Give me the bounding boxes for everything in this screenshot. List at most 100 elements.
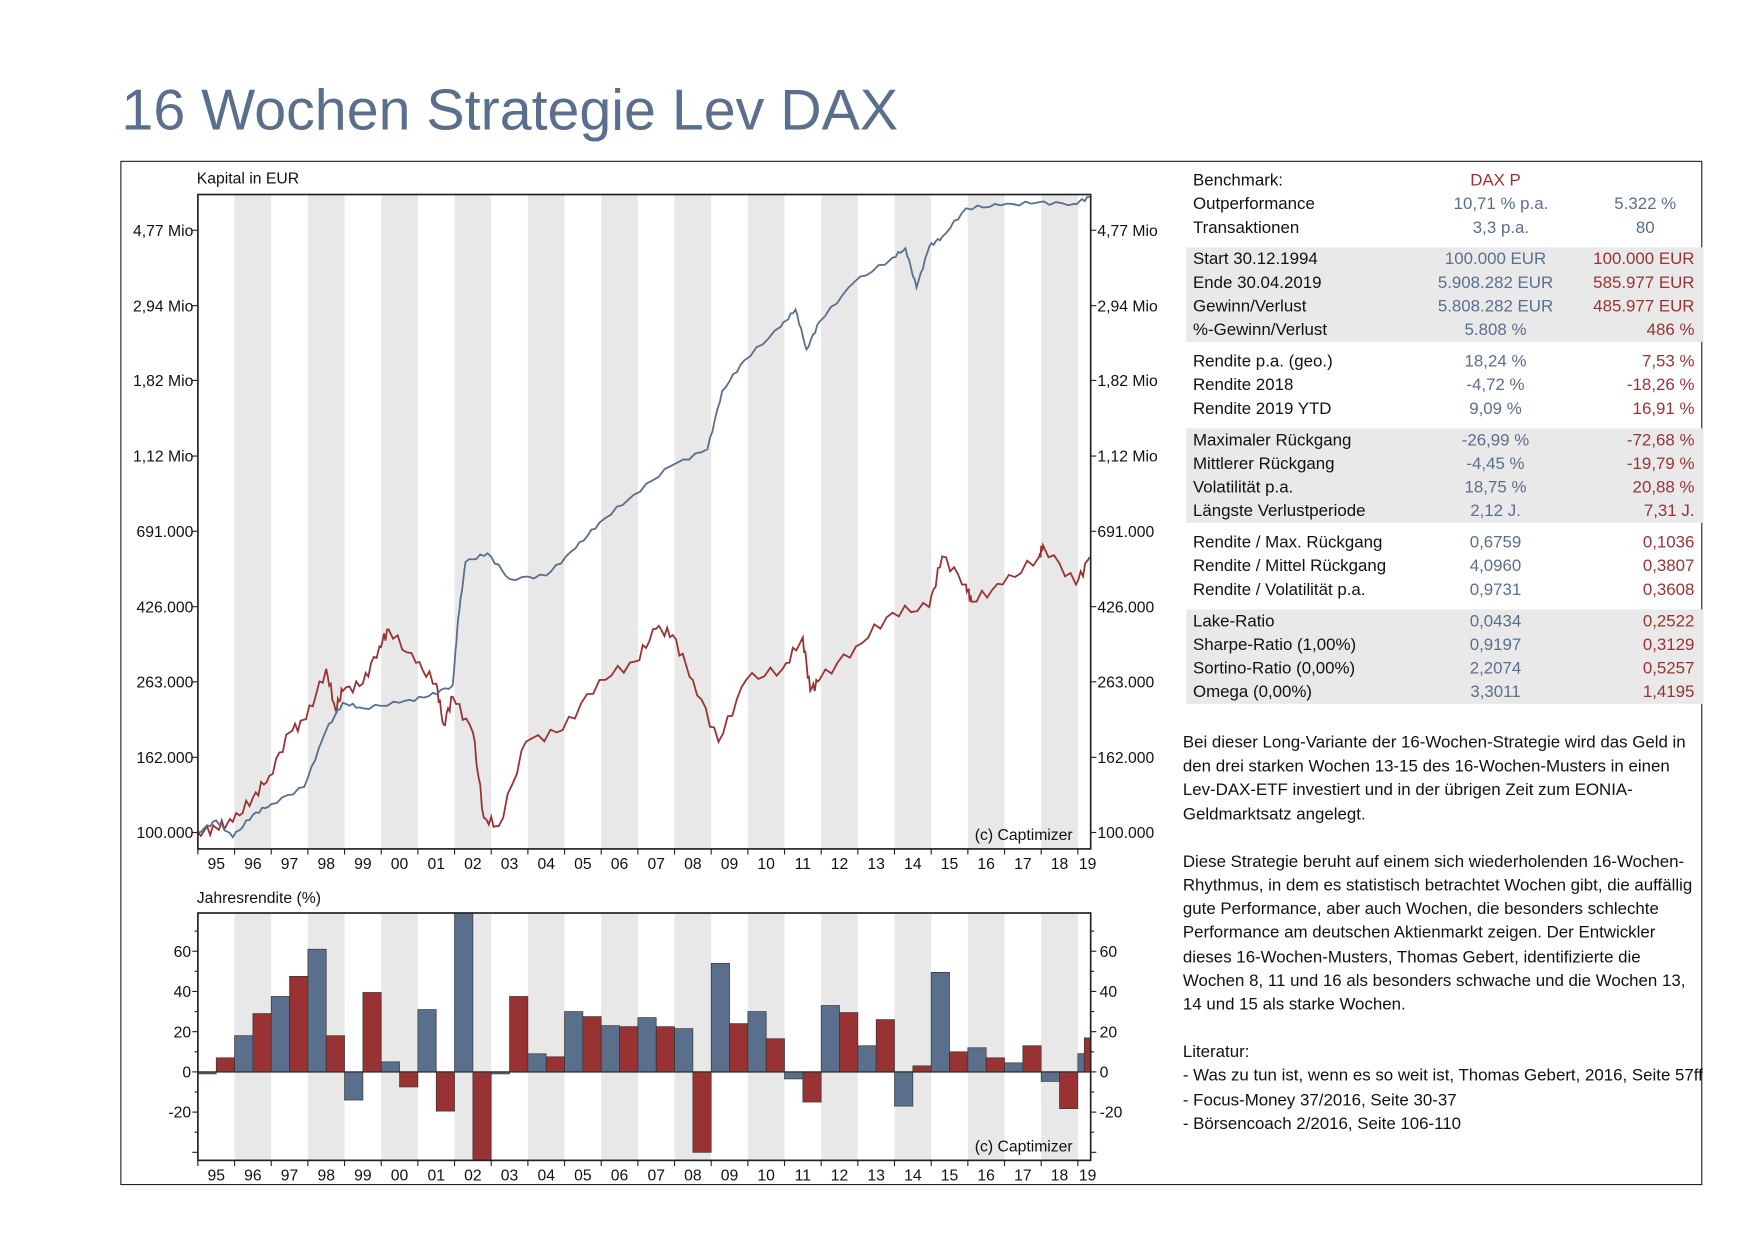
group-gap <box>1186 523 1703 531</box>
x-tick-label: 97 <box>281 1168 299 1185</box>
benchmark-bar <box>1083 1037 1091 1073</box>
stats-row: Sharpe-Ratio (1,00%) 0,9197 0,3129 <box>1186 633 1703 657</box>
year-band <box>894 913 932 1161</box>
stats-value-strategy: -26,99 % <box>1461 430 1530 450</box>
x-tick-label: 11 <box>795 856 811 873</box>
benchmark-bar <box>912 1065 932 1073</box>
stats-label: %-Gewinn/Verlust <box>1192 320 1328 340</box>
benchmark-bar <box>875 1019 895 1073</box>
year-band <box>527 194 565 849</box>
strategy-bar <box>234 1035 254 1073</box>
x-tick-label: 05 <box>574 1168 592 1185</box>
stats-value-strategy: 5.908.282 EUR <box>1437 273 1554 293</box>
strategy-bar <box>674 1028 694 1073</box>
x-tick-label: 99 <box>354 856 372 873</box>
stats-group: Lake-Ratio 0,0434 0,2522 Sharpe-Ratio (1,00… <box>1186 609 1704 704</box>
chart-title: Kapital in EUR <box>197 170 299 187</box>
stats-value-benchmark: 0,3129 <box>1642 635 1695 655</box>
year-band <box>381 913 418 1161</box>
stats-value-strategy: 100.000 EUR <box>1444 249 1547 269</box>
strategy-bar <box>637 1017 657 1073</box>
stats-row: Volatilität p.a. 18,75 % 20,88 % <box>1186 476 1703 500</box>
year-band <box>381 194 418 849</box>
x-tick-label: 18 <box>1051 856 1069 873</box>
stats-value-benchmark: 100.000 EUR <box>1593 249 1695 269</box>
stats-label: Maximaler Rückgang <box>1192 430 1352 450</box>
strategy-bar <box>784 1071 804 1080</box>
stats-value-strategy: 2,2074 <box>1469 658 1522 679</box>
description-paragraph-2: Diese Strategie beruht auf einem sich wi… <box>1182 852 1693 1015</box>
stats-value-benchmark: 80 <box>1635 218 1655 238</box>
stats-group: Maximaler Rückgang -26,99 % -72,68 % Mittle… <box>1186 428 1704 523</box>
x-tick-label: 07 <box>647 1168 665 1185</box>
stats-value-benchmark: 585.977 EUR <box>1593 273 1695 293</box>
year-band <box>821 194 858 849</box>
y-tick-label-right: 0 <box>1100 1065 1109 1082</box>
benchmark-bar <box>839 1012 859 1073</box>
x-tick-label: 10 <box>757 1168 775 1185</box>
group-gap <box>1186 342 1703 350</box>
literature-item: - Focus-Money 37/2016, Seite 30-37 <box>1182 1090 1457 1110</box>
stats-value-strategy: 18,75 % <box>1464 477 1527 497</box>
y-tick-label-left: 4,77 Mio <box>133 223 194 240</box>
x-tick-label: 96 <box>244 1168 262 1185</box>
description-text: Bei dieser Long-Variante der 16-Wochen-S… <box>1183 731 1706 1136</box>
x-tick-label: 17 <box>1014 856 1032 873</box>
stats-value-benchmark: 1,4195 <box>1642 682 1695 702</box>
x-tick-label: 14 <box>904 856 922 873</box>
y-tick-label-left: 2,94 Mio <box>133 298 194 315</box>
year-band <box>454 194 492 849</box>
x-tick-label: 11 <box>795 1168 811 1185</box>
strategy-bar <box>307 948 327 1073</box>
benchmark-bar <box>325 1035 345 1073</box>
stats-value-benchmark: 485.977 EUR <box>1593 296 1695 316</box>
stats-label: Sharpe-Ratio (1,00%) <box>1192 635 1357 655</box>
y-tick-label-left: 60 <box>174 944 192 961</box>
x-tick-label: 12 <box>831 1168 849 1185</box>
stats-value-strategy: -4,72 % <box>1466 375 1525 395</box>
strategy-bar <box>967 1047 987 1073</box>
stats-value-benchmark: 7,31 J. <box>1643 501 1695 521</box>
stats-label: Transaktionen <box>1192 218 1300 238</box>
stats-row: %-Gewinn/Verlust 5.808 % 486 % <box>1186 318 1703 342</box>
y-tick-label-left: 162.000 <box>137 750 194 767</box>
year-band <box>601 194 638 849</box>
x-tick-label: 01 <box>427 856 445 873</box>
y-tick-label-left: 100.000 <box>137 825 194 842</box>
benchmark-name: DAX P <box>1470 170 1521 191</box>
x-tick-label: 14 <box>904 1168 922 1185</box>
y-tick-label-left: 40 <box>174 984 192 1001</box>
stats-label: Start 30.12.1994 <box>1192 249 1318 269</box>
copyright-label: (c) Captimizer <box>975 1138 1073 1155</box>
strategy-bar <box>747 1011 767 1073</box>
stats-group: Start 30.12.1994 100.000 EUR 100.000 EUR En… <box>1186 247 1704 342</box>
stats-label: Längste Verlustperiode <box>1192 501 1366 521</box>
year-band <box>894 194 932 849</box>
page-title: 16 Wochen Strategie Lev DAX <box>121 77 899 142</box>
strategy-bar <box>710 962 730 1073</box>
x-tick-label: 19 <box>1079 1168 1097 1185</box>
y-tick-label-left: 1,12 Mio <box>133 449 194 466</box>
x-tick-label: 99 <box>354 1168 372 1185</box>
stats-value-benchmark: 5.322 % <box>1614 194 1677 214</box>
x-tick-label: 97 <box>281 856 299 873</box>
stats-value-strategy: 10,71 % p.a. <box>1453 194 1549 214</box>
y-tick-label-right: 1,82 Mio <box>1097 373 1158 390</box>
benchmark-bar <box>509 996 529 1073</box>
stats-value-benchmark: 486 % <box>1646 320 1695 340</box>
x-tick-label: 95 <box>207 856 225 873</box>
x-tick-label: 03 <box>501 1168 519 1185</box>
stats-value-strategy: -4,45 % <box>1466 454 1525 474</box>
y-tick-label-left: 1,82 Mio <box>133 373 194 390</box>
x-tick-label: 03 <box>501 856 519 873</box>
stats-value-benchmark: 20,88 % <box>1632 477 1695 497</box>
stats-value-benchmark: -18,26 % <box>1626 375 1695 395</box>
stats-value-benchmark: 0,1036 <box>1642 532 1695 553</box>
strategy-bar <box>930 972 950 1073</box>
literature-item: - Was zu tun ist, wenn es so weit ist, T… <box>1182 1066 1703 1086</box>
y-tick-label-left: 0 <box>182 1065 191 1082</box>
benchmark-bar <box>1059 1071 1079 1109</box>
stats-value-benchmark: -72,68 % <box>1626 430 1695 450</box>
literature-list: Literatur: - Was zu tun ist, wenn es so … <box>1183 1040 1706 1135</box>
